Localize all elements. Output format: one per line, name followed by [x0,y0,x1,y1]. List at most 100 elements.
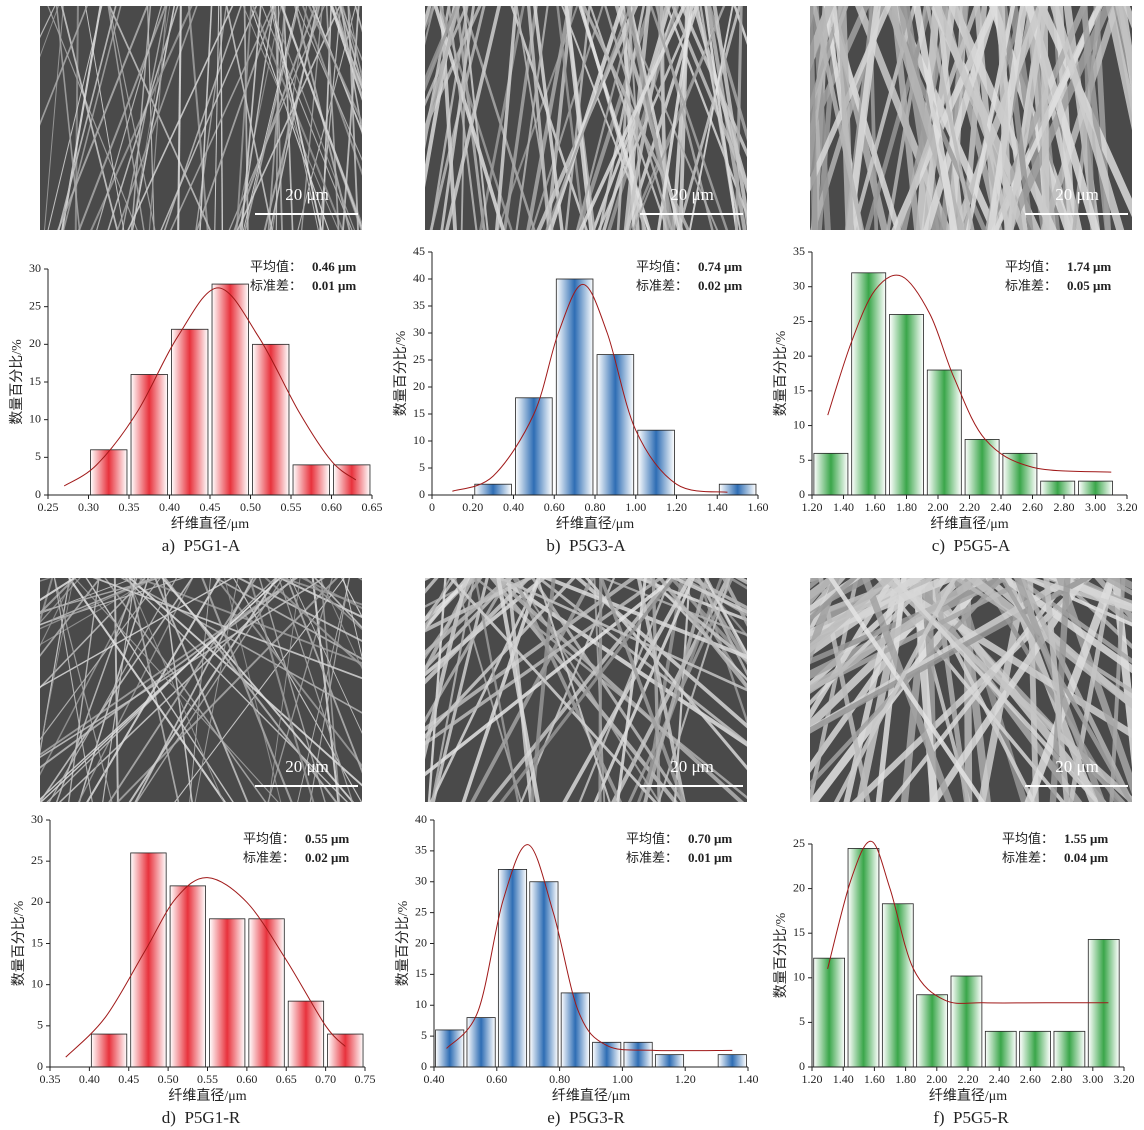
fiber [113,578,119,802]
fiber [1105,6,1132,131]
fiber [643,578,710,802]
bar [1053,1030,1086,1068]
fiber [997,6,1012,230]
bar [209,918,246,1068]
fiber [425,578,469,760]
fiber [564,6,594,230]
y-tick-label: 0 [799,1059,805,1073]
mean-value: 0.55 μm [305,831,349,846]
fiber [599,578,686,802]
caption: b) P5G3-A [546,536,626,555]
fiber [148,6,167,230]
y-tick-label: 5 [799,452,805,466]
fiber [810,578,858,623]
bar [623,1041,653,1068]
fiber [1013,578,1106,802]
caption: d) P5G1-R [162,1108,241,1127]
fiber [1040,6,1050,230]
fiber [40,578,52,582]
fiber [236,578,362,643]
fiber [274,6,283,230]
bar [171,328,209,496]
x-tick-label: 0.20 [462,500,483,514]
y-tick-label: 35 [413,298,425,312]
y-tick-label: 5 [37,1018,43,1032]
fiber [987,6,1028,230]
fiber [474,578,520,802]
x-tick-label: 1.40 [833,1072,854,1086]
fiber [913,6,958,230]
bar [248,918,285,1068]
fiber [536,578,611,802]
fiber [680,6,747,158]
x-tick-label: 0.45 [200,500,221,514]
fiber [187,6,209,230]
fiber [461,578,541,802]
fiber [697,578,747,638]
fit-curve [446,844,733,1052]
scale-bar-label: 20 μm [285,757,329,776]
y-tick-label: 30 [31,812,43,826]
x-tick-label: 0.25 [38,500,59,514]
sd-label: 标准差： [1005,278,1057,293]
x-tick-label: 0.80 [585,500,606,514]
mean-label: 平均值： [243,831,295,846]
fit-curve [827,840,1109,1004]
x-tick-label: 0.45 [118,1072,139,1086]
fiber [214,578,362,660]
fiber [296,6,362,161]
fiber [425,6,461,144]
x-tick-label: 1.60 [864,1072,885,1086]
fiber [194,578,239,802]
bar [287,1000,325,1068]
fiber [657,578,747,690]
fiber [108,6,156,230]
fiber [604,6,673,230]
sem-image [40,578,362,802]
fiber [673,578,691,802]
x-tick-label: 0.80 [549,1072,570,1086]
fiber [425,578,458,622]
x-tick-label: 0.40 [159,500,180,514]
mean-label: 平均值： [626,831,678,846]
fiber [677,6,741,230]
x-tick-label: 1.20 [675,1072,696,1086]
fiber [447,6,478,230]
y-tick-label: 20 [415,935,427,949]
bar [435,1029,465,1068]
y-axis-label: 数量百分比/% [773,330,789,416]
fiber [1018,578,1132,802]
fiber [561,6,650,230]
fiber [697,578,747,677]
fiber [921,6,956,230]
fiber [86,578,221,802]
y-tick-label: 5 [799,1014,805,1028]
fit-curve [827,274,1112,473]
fiber [515,6,554,230]
x-tick-label: 1.00 [612,1072,633,1086]
y-tick-label: 10 [413,433,425,447]
fiber [261,6,353,230]
x-tick-label: 3.00 [1082,1072,1103,1086]
y-tick-label: 45 [413,244,425,258]
fiber [40,578,102,658]
fiber [833,578,958,802]
bar [916,994,948,1068]
fiber [704,578,747,656]
x-tick-label: 1.40 [738,1072,759,1086]
y-axis-label: 数量百分比/% [9,339,25,425]
fiber [269,6,319,230]
y-axis-label: 数量百分比/% [395,900,411,986]
sd-label: 标准差： [1002,850,1054,865]
fiber [267,6,286,230]
mean-value: 0.70 μm [688,831,732,846]
fiber [1013,578,1132,664]
fiber [1109,578,1126,802]
y-tick-label: 20 [793,348,805,362]
y-tick-label: 10 [29,411,41,425]
fiber [1115,6,1132,84]
caption: f) P5G5-R [933,1108,1009,1127]
fiber [40,578,146,689]
fiber [107,6,179,230]
fiber [439,6,457,230]
